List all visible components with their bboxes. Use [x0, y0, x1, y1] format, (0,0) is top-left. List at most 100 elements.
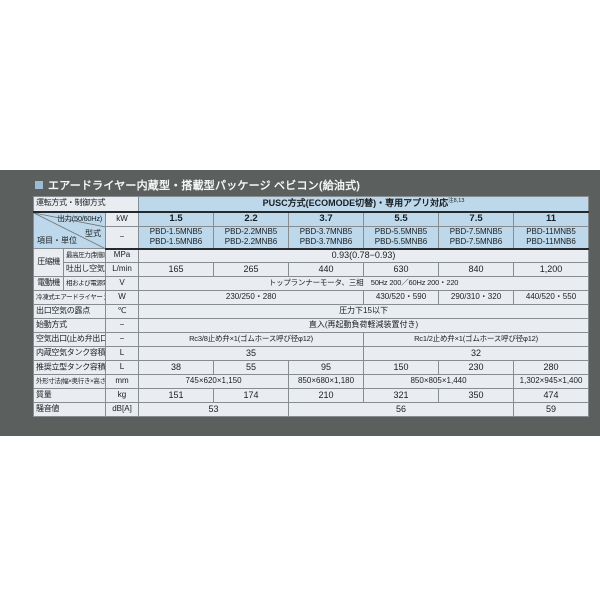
section-title: エアードライヤー内蔵型・搭載型パッケージ ベビコン(給油式) [35, 177, 360, 193]
value-cell: 1,302×945×1,400 [513, 374, 590, 389]
header-row-method: 運転方式・制御方式 PUSC方式(ECOMODE切替)・専用アプリ対応注8,13 [32, 196, 590, 213]
value-cell: 151 [138, 388, 215, 403]
value-cell: 290/310・320 [438, 290, 515, 305]
model-name: PBD-2.2MNB5 [224, 227, 278, 237]
value-cell: 56 [288, 402, 515, 417]
value-cell: 745×620×1,150 [138, 374, 290, 389]
value-cell: Rc3/8止め弁×1(ゴムホース呼び径φ12) [138, 332, 365, 347]
value-cell: 230/250・280 [138, 290, 365, 305]
corner-diagonal-cell: 出力(50/60Hz) 型式 項目・単位 [33, 211, 106, 249]
value-cell: 53 [138, 402, 290, 417]
table-row-max-pressure: 圧縮機 最高圧力(制御圧力ON-OFF) MPa 0.93(0.78−0.93) [33, 248, 590, 277]
model-name: PBD-2.2MNB6 [224, 237, 278, 247]
value-cell: 265 [213, 262, 290, 277]
unit-cell: L/min [104, 262, 140, 277]
table-row-dew-point: 出口空気の露点 ℃ 圧力下15以下 [33, 304, 590, 319]
value-cell: 440/520・550 [513, 290, 590, 305]
value-cell: 38 [138, 360, 215, 375]
row-label: 推奨立型タンク容積注12 [33, 360, 106, 375]
row-label: 内蔵空気タンク容積 [33, 346, 106, 361]
value-cell: 840 [438, 262, 515, 277]
unit-cell: L [104, 360, 140, 375]
model-cell: PBD-3.7MNB5 PBD-3.7MNB6 [288, 226, 365, 250]
operation-method-label: 運転方式・制御方式 [32, 196, 140, 213]
value-cell: 32 [363, 346, 590, 361]
diagonal-lines-icon [34, 212, 105, 248]
model-cell: PBD-7.5MNB5 PBD-7.5MNB6 [438, 226, 515, 250]
row-label: 騒音値 [33, 402, 106, 417]
model-cell: PBD-2.2MNB5 PBD-2.2MNB6 [213, 226, 290, 250]
output-value: 11 [513, 211, 590, 227]
row-label: 最高圧力(制御圧力ON-OFF) [63, 248, 106, 263]
model-name: PBD-1.5MNB5 [149, 227, 203, 237]
value-cell: トップランナーモータ、三相 50Hz 200／60Hz 200・220 [138, 276, 590, 291]
row-label: 外形寸法(幅×奥行き×高さ) [33, 374, 106, 389]
row-label-text: 推奨立型タンク容積 [36, 362, 106, 372]
output-header-label: 出力(50/60Hz) [57, 213, 102, 223]
unit-cell: V [104, 276, 140, 291]
table-row-builtin-tank: 内蔵空気タンク容積 L 35 32 [33, 346, 590, 361]
value-cell: 150 [363, 360, 440, 375]
value-cell: 850×805×1,440 [363, 374, 515, 389]
model-header-label: 型式 [85, 228, 101, 238]
unit-cell: MPa [104, 248, 140, 263]
title-bullet-icon [35, 181, 43, 189]
table-row-starting-method: 始動方式 − 直入(再起動負荷軽減装置付き) [33, 318, 590, 333]
control-method-text: PUSC方式(ECOMODE切替)・専用アプリ対応 [262, 198, 449, 209]
unit-cell: dB[A] [104, 402, 140, 417]
value-cell: 850×680×1,180 [288, 374, 365, 389]
unit-cell: W [104, 290, 140, 305]
table-row-dryer-power: 冷凍式エアードライヤー 消費電力 W 230/250・280 430/520・5… [33, 290, 590, 305]
value-cell: 圧力下15以下 [138, 304, 590, 319]
value-cell: 1,200 [513, 262, 590, 277]
row-label: 相および電源電圧 [63, 276, 106, 291]
spec-table: 運転方式・制御方式 PUSC方式(ECOMODE切替)・専用アプリ対応注8,13… [32, 196, 590, 417]
method-note: 注8,13 [448, 198, 465, 205]
value-cell: 35 [138, 346, 365, 361]
model-name: PBD-5.5MNB5 [374, 227, 428, 237]
output-unit-cell: kW [104, 211, 140, 227]
value-cell: 0.93(0.78−0.93) [138, 248, 590, 263]
unit-cell: ℃ [104, 304, 140, 319]
value-cell: 630 [363, 262, 440, 277]
row-label: 出口空気の露点 [33, 304, 106, 319]
row-label: 始動方式 [33, 318, 106, 333]
model-name: PBD-7.5MNB5 [449, 227, 503, 237]
value-cell: 474 [513, 388, 590, 403]
model-cell: PBD-5.5MNB5 PBD-5.5MNB6 [363, 226, 440, 250]
table-row-air-outlet: 空気出口(止め弁出口) − Rc3/8止め弁×1(ゴムホース呼び径φ12) Rc… [33, 332, 590, 347]
output-value: 5.5 [363, 211, 440, 227]
table-row-dimensions: 外形寸法(幅×奥行き×高さ) mm 745×620×1,150 850×680×… [33, 374, 590, 389]
table-row-air-delivery: 吐出し空気量 L/min 165 265 440 630 840 1,200 [34, 262, 590, 277]
item-unit-header-label: 項目・単位 [37, 236, 77, 246]
unit-cell: − [104, 332, 140, 347]
model-name: PBD-3.7MNB6 [299, 237, 353, 247]
value-cell: Rc1/2止め弁×1(ゴムホース呼び径φ12) [363, 332, 590, 347]
value-cell: 59 [513, 402, 590, 417]
group-label-motor: 電動機 [33, 276, 64, 291]
value-cell: 95 [288, 360, 365, 375]
output-value: 3.7 [288, 211, 365, 227]
table-row-noise: 騒音値 dB[A] 53 56 59 [33, 402, 590, 417]
unit-cell: L [104, 346, 140, 361]
model-name: PBD-11MNB5 [526, 227, 576, 237]
model-cell: PBD-11MNB5 PBD-11MNB6 [513, 226, 590, 250]
value-cell: 280 [513, 360, 590, 375]
header-row-output: 出力(50/60Hz) 型式 項目・単位 kW 1.5 2.2 3.7 5.5 … [33, 211, 590, 249]
output-value: 7.5 [438, 211, 515, 227]
model-name: PBD-3.7MNB5 [299, 227, 353, 237]
control-method-cell: PUSC方式(ECOMODE切替)・専用アプリ対応注8,13 [138, 196, 590, 213]
row-label: 冷凍式エアードライヤー 消費電力 [33, 290, 106, 305]
group-label-compressor: 圧縮機 [33, 248, 64, 277]
model-name: PBD-7.5MNB6 [449, 237, 503, 247]
section-title-text: エアードライヤー内蔵型・搭載型パッケージ ベビコン(給油式) [48, 180, 361, 192]
header-row-models: − PBD-1.5MNB5 PBD-1.5MNB6 PBD-2.2MNB5 PB… [34, 226, 590, 250]
table-row-mass: 質量 kg 151 174 210 321 350 474 [33, 388, 590, 403]
value-cell: 350 [438, 388, 515, 403]
row-label: 吐出し空気量 [63, 262, 106, 277]
value-cell: 430/520・590 [363, 290, 440, 305]
value-cell: 210 [288, 388, 365, 403]
value-cell: 165 [138, 262, 215, 277]
model-unit-cell: − [104, 226, 140, 250]
